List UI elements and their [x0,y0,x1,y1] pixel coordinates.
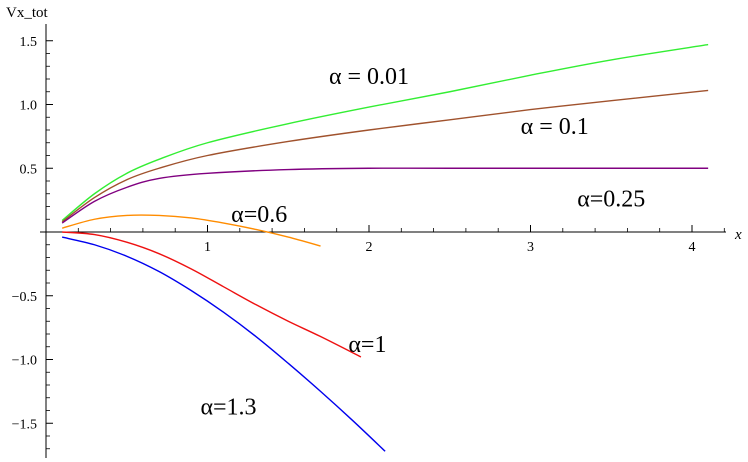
y-tick-label: −1.0 [12,354,37,369]
x-tick-label: 3 [527,240,534,255]
series-line-1 [61,89,709,223]
series-line-5 [61,236,386,452]
annotations: α = 0.01 α = 0.1 α=0.25 α=0.6 α=1 α=1.3 [200,64,645,420]
series-annotation: α = 0.1 [521,114,589,140]
y-tick-label: −0.5 [12,290,37,305]
x-tick-label: 2 [366,240,373,255]
series-annotation: α=0.6 [231,202,287,228]
series-annotation: α=1.3 [200,394,256,420]
series-annotation: α=0.25 [577,187,645,213]
series-line-2 [61,167,709,224]
y-tick-label: 1.0 [20,99,38,114]
x-tick-label: 1 [204,240,211,255]
axes [40,24,726,458]
series-line-0 [61,43,709,222]
x-axis-title: x [734,227,742,243]
series-annotation: α = 0.01 [329,64,409,90]
series-annotation: α=1 [348,332,386,358]
x-tick-label: 4 [689,240,696,255]
y-tick-label: 1.5 [20,35,38,50]
y-axis-title: Vx_tot [6,5,49,21]
axis-ticks: 1 2 3 4 1.5 1.0 0.5 −0.5 −1.0 −1.5 [12,35,725,450]
y-tick-label: 0.5 [20,162,38,177]
series-group [61,43,709,452]
series-line-3 [61,214,321,247]
y-tick-label: −1.5 [12,417,37,432]
series-line-4 [62,231,362,358]
